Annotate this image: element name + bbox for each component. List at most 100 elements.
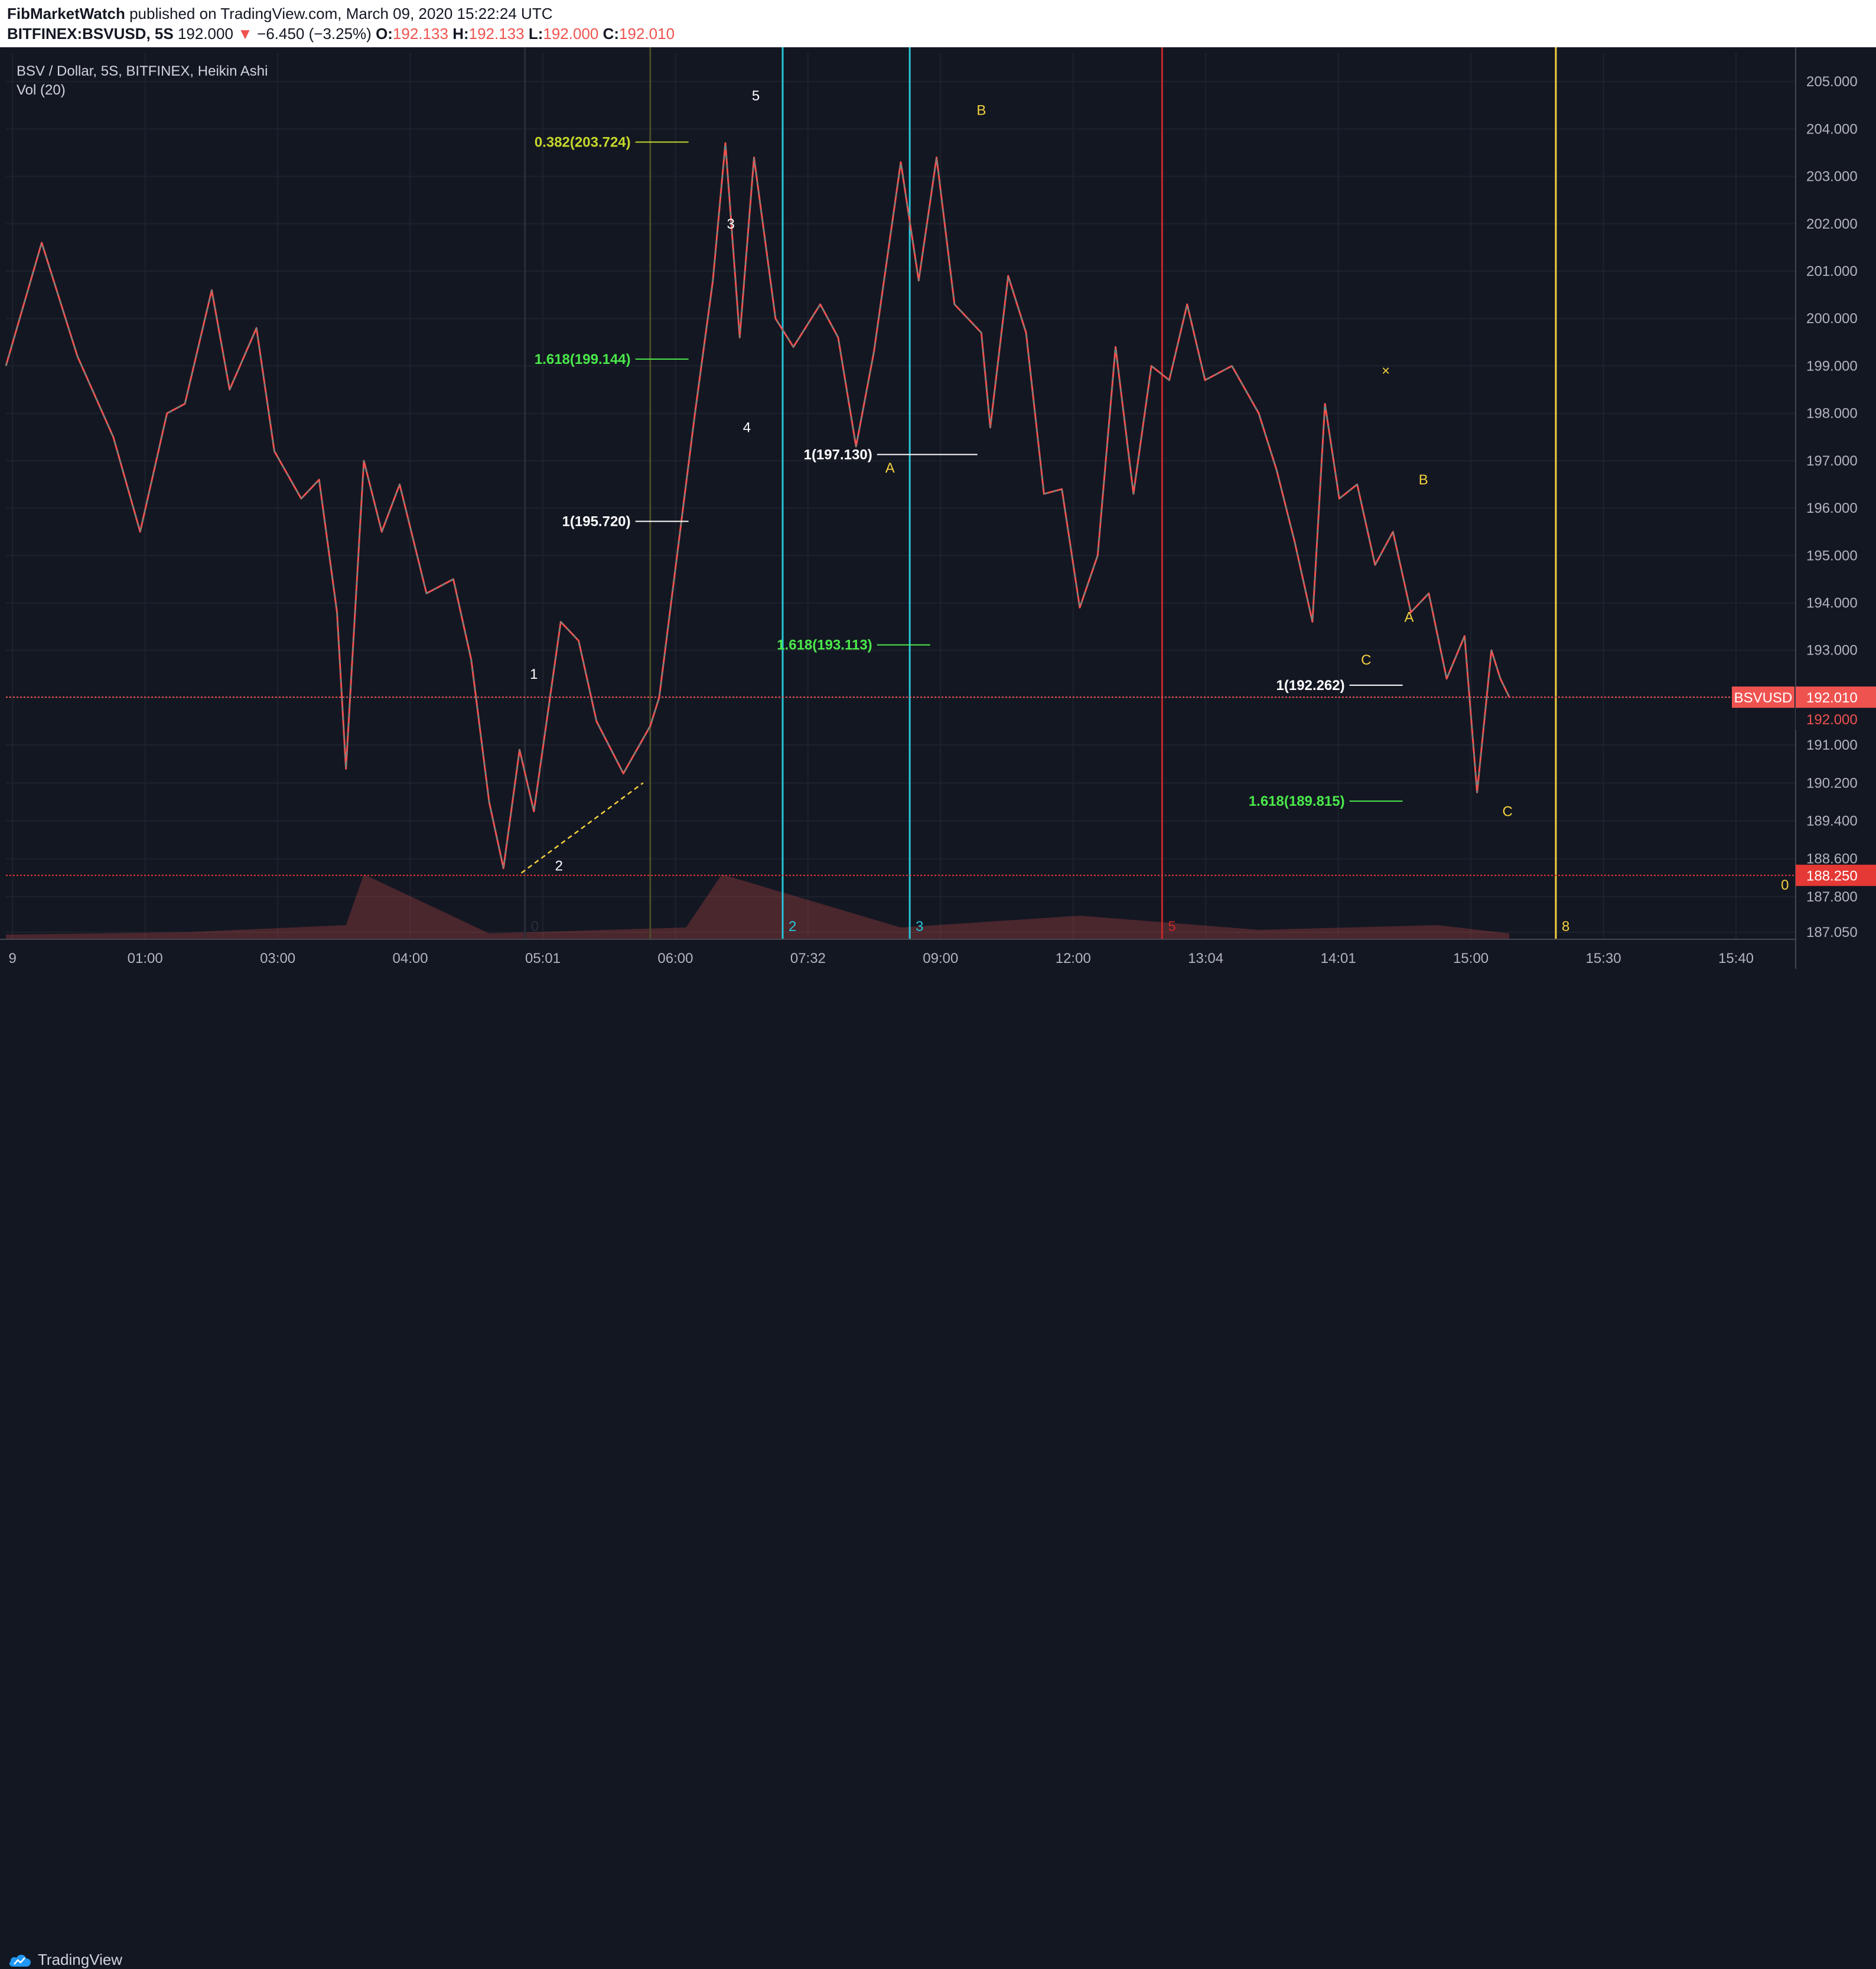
wave-label: A <box>1405 610 1414 626</box>
bid-price-badge: 192.000 <box>1806 712 1858 728</box>
chart-legend-title: BSV / Dollar, 5S, BITFINEX, Heikin Ashi <box>17 63 268 79</box>
time-tick: 06:00 <box>657 951 693 966</box>
wave-label: A <box>885 460 895 476</box>
ohlc-line: BITFINEX:BSVUSD, 5S 192.000 ▼ −6.450 (−3… <box>7 25 675 43</box>
footer: TradingView <box>0 969 1876 1968</box>
price-chart[interactable]: 2 3 5 8 0 0.382(203.724) 1.618(199.144) 1(197.… <box>0 47 1876 969</box>
chart-area[interactable]: 2 3 5 8 0 0.382(203.724) 1.618(199.144) 1(197.… <box>0 47 1876 969</box>
low-price-badge: 188.250 <box>1806 868 1858 884</box>
bid-price-badge-bg <box>1796 708 1876 730</box>
price-tick: 191.000 <box>1806 737 1858 753</box>
time-tick: 04:00 <box>393 951 428 966</box>
fib-level-label: 1.618(199.144) <box>535 352 631 367</box>
published-text: published on TradingView.com, March 09, … <box>129 5 553 22</box>
time-tick: 9 <box>9 951 17 966</box>
wave-label: 4 <box>743 420 751 436</box>
wave-label: 2 <box>555 858 563 874</box>
symbol-label: BITFINEX:BSVUSD, 5S <box>7 25 174 43</box>
publisher-line: FibMarketWatch published on TradingView.… <box>7 5 552 23</box>
volume-layer <box>6 874 1510 939</box>
wave-label: 1 <box>530 666 538 682</box>
close-value: 192.010 <box>619 25 675 43</box>
grid <box>6 53 1796 939</box>
wave-label: C <box>1361 652 1371 668</box>
last-price: 192.000 <box>177 25 233 43</box>
wave-label: × <box>1382 363 1390 379</box>
vertical-marker-label: 3 <box>916 919 923 935</box>
cloud-icon <box>9 1954 31 1967</box>
horizontal-lines <box>6 697 1796 876</box>
price-tick: 196.000 <box>1806 500 1858 516</box>
time-tick: 01:00 <box>128 951 163 966</box>
wave-label: C <box>1502 803 1512 819</box>
vertical-marker-label: 8 <box>1562 919 1569 935</box>
annotations: 0.382(203.724) 1.618(199.144) 1(197.130) 1(… <box>520 88 1789 893</box>
fib-level-label: 0.382(203.724) <box>535 134 631 150</box>
down-arrow-icon: ▼ <box>237 25 253 43</box>
fib-level-label: 1(195.720) <box>562 514 631 530</box>
wave-label: B <box>976 102 986 118</box>
price-axis-bg <box>1796 47 1876 969</box>
price-series <box>5 142 1510 870</box>
time-tick: 09:00 <box>923 951 958 966</box>
price-tick: 193.000 <box>1806 643 1858 659</box>
price-tick: 203.000 <box>1806 169 1858 185</box>
price-tick: 187.050 <box>1806 925 1858 940</box>
wave-label: 0 <box>1781 877 1789 893</box>
price-tick: 199.000 <box>1806 358 1858 374</box>
time-tick: 07:32 <box>790 951 826 966</box>
price-tick: 205.000 <box>1806 74 1858 90</box>
open-label: O: <box>376 25 393 43</box>
symbol-badge: BSVUSD <box>1734 690 1793 706</box>
last-price-badge-bg <box>1796 686 1876 708</box>
low-price-badge-bg <box>1796 864 1876 886</box>
publish-header: FibMarketWatch published on TradingView.… <box>0 0 1876 47</box>
fib-level-label: 1(197.130) <box>804 447 872 463</box>
price-tick: 198.000 <box>1806 406 1858 422</box>
price-tick: 188.600 <box>1806 851 1858 867</box>
tradingview-brand: TradingView <box>38 1951 123 1968</box>
close-label: C: <box>602 25 620 43</box>
volume-area <box>6 874 1510 939</box>
time-tick: 15:30 <box>1586 951 1621 966</box>
time-tick: 15:00 <box>1453 951 1489 966</box>
vertical-marker-label: 2 <box>789 919 796 935</box>
time-tick: 03:00 <box>260 951 295 966</box>
price-tick: 194.000 <box>1806 595 1858 611</box>
time-tick: 15:40 <box>1718 951 1754 966</box>
time-axis[interactable]: 9 01:00 03:00 04:00 05:01 06:00 07:32 09:00 12:0… <box>0 939 1796 966</box>
price-axis[interactable]: 205.000 204.000 203.000 202.000 201.000 200.0… <box>1732 47 1876 969</box>
vertical-marker-label: 5 <box>1168 919 1175 935</box>
last-price-badge: 192.010 <box>1806 690 1858 706</box>
price-tick: 201.000 <box>1806 263 1858 279</box>
price-line <box>5 142 1510 870</box>
symbol-badge-bg <box>1732 686 1794 708</box>
price-tick: 189.400 <box>1806 813 1858 829</box>
price-change: −6.450 (−3.25%) <box>257 25 372 43</box>
time-tick: 12:00 <box>1056 951 1091 966</box>
time-tick: 14:01 <box>1321 951 1356 966</box>
low-label: L: <box>528 25 543 43</box>
price-tick: 200.000 <box>1806 311 1858 327</box>
publisher-name[interactable]: FibMarketWatch <box>7 5 125 22</box>
volume-legend: Vol (20) <box>17 82 66 98</box>
wave-label: B <box>1419 472 1428 488</box>
high-value: 192.133 <box>468 25 525 43</box>
tradingview-logo[interactable]: TradingView <box>8 1951 122 1969</box>
time-tick: 13:04 <box>1188 951 1223 966</box>
price-tick: 202.000 <box>1806 216 1858 232</box>
price-tick: 195.000 <box>1806 548 1858 564</box>
price-tick: 190.200 <box>1806 775 1858 791</box>
high-label: H: <box>452 25 469 43</box>
fib-level-label: 1.618(193.113) <box>777 637 872 653</box>
price-tick: 187.800 <box>1806 889 1858 905</box>
wave-label: 5 <box>752 88 760 104</box>
fib-level-label: 1(192.262) <box>1276 678 1345 694</box>
trend-line <box>520 782 644 874</box>
time-tick: 05:01 <box>525 951 561 966</box>
low-value: 192.000 <box>543 25 599 43</box>
wave-label: 3 <box>727 216 734 232</box>
price-tick: 197.000 <box>1806 453 1858 469</box>
price-tick: 204.000 <box>1806 121 1858 137</box>
fib-level-label: 1.618(189.815) <box>1249 793 1345 809</box>
